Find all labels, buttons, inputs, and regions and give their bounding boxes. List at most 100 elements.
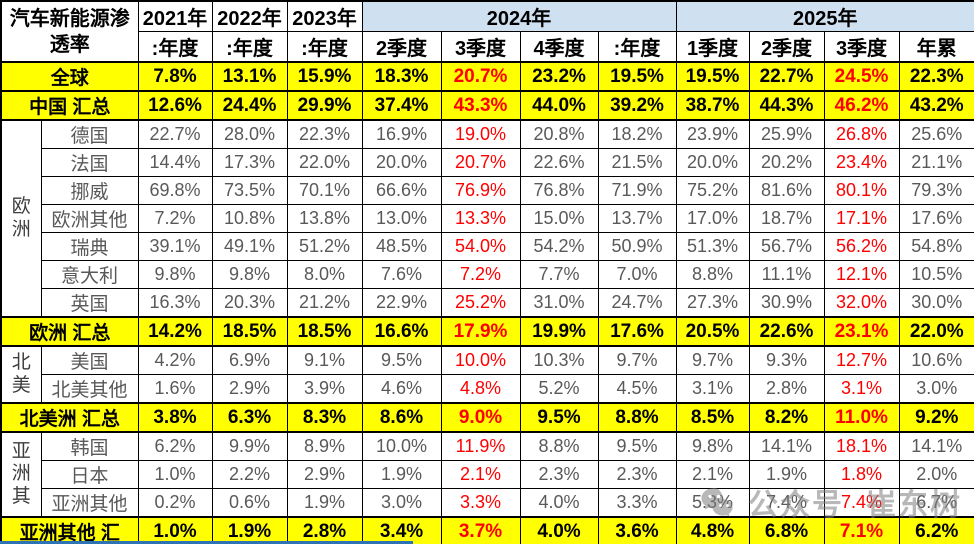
- table-title: 汽车新能源渗透率: [0, 0, 139, 63]
- value-cell: 37.4%: [361, 90, 442, 121]
- value-cell: 1.0%: [137, 460, 213, 489]
- value-cell: 10.3%: [519, 345, 599, 375]
- column-header: 年累: [898, 31, 974, 63]
- value-cell: 22.6%: [519, 148, 599, 177]
- value-cell: 4.8%: [675, 516, 750, 544]
- table-body: 全球 7.8% 13.1% 15.9% 18.3% 20.7% 23.2% 19.5% 19.5…: [0, 61, 974, 544]
- value-cell: 14.1%: [898, 431, 974, 461]
- value-cell: 66.6%: [361, 176, 442, 205]
- value-cell: 6.2%: [137, 431, 213, 461]
- value-cell: 26.8%: [823, 119, 900, 149]
- summary-row: 北美洲 汇总 3.8% 6.3% 8.3% 8.6% 9.0% 9.5% 8.8% 8.5% 8.…: [0, 402, 974, 433]
- value-cell: 17.9%: [440, 316, 521, 347]
- value-cell: 7.2%: [440, 260, 521, 289]
- value-cell: 73.5%: [211, 176, 288, 205]
- value-cell: 13.8%: [286, 204, 363, 233]
- header-row-years: 汽车新能源渗透率 2021年 2022年 2023年 2024年 2025年: [0, 0, 974, 63]
- bottom-blue-line: [0, 541, 413, 544]
- group-label: 北美: [0, 345, 42, 404]
- value-cell: 13.0%: [361, 204, 442, 233]
- value-cell: 31.0%: [519, 288, 599, 318]
- value-cell: 3.1%: [823, 374, 900, 404]
- value-cell: 24.5%: [823, 61, 900, 92]
- value-cell: 7.4%: [748, 488, 825, 518]
- column-header: 3季度: [823, 31, 900, 63]
- value-cell: 81.6%: [748, 176, 825, 205]
- value-cell: 13.3%: [440, 204, 521, 233]
- column-header: :年度: [597, 31, 677, 63]
- value-cell: 8.9%: [286, 431, 363, 461]
- value-cell: 18.7%: [748, 204, 825, 233]
- value-cell: 6.7%: [898, 488, 974, 518]
- value-cell: 19.5%: [675, 61, 750, 92]
- value-cell: 22.6%: [748, 316, 825, 347]
- value-cell: 17.6%: [898, 204, 974, 233]
- value-cell: 20.7%: [440, 61, 521, 92]
- value-cell: 12.1%: [823, 260, 900, 289]
- value-cell: 3.8%: [137, 402, 213, 433]
- value-cell: 18.1%: [823, 431, 900, 461]
- value-cell: 9.9%: [211, 431, 288, 461]
- value-cell: 4.8%: [440, 374, 521, 404]
- value-cell: 23.1%: [823, 316, 900, 347]
- value-cell: 2.9%: [211, 374, 288, 404]
- value-cell: 4.6%: [361, 374, 442, 404]
- region-label: 意大利: [40, 260, 139, 289]
- value-cell: 22.9%: [361, 288, 442, 318]
- value-cell: 2.1%: [440, 460, 521, 489]
- value-cell: 16.3%: [137, 288, 213, 318]
- value-cell: 9.1%: [286, 345, 363, 375]
- value-cell: 11.0%: [823, 402, 900, 433]
- value-cell: 3.3%: [597, 488, 677, 518]
- group-label: 欧洲: [0, 119, 42, 318]
- value-cell: 6.8%: [748, 516, 825, 544]
- value-cell: 29.9%: [286, 90, 363, 121]
- value-cell: 17.1%: [823, 204, 900, 233]
- value-cell: 1.6%: [137, 374, 213, 404]
- summary-row: 欧洲 汇总 14.2% 18.5% 18.5% 16.6% 17.9% 19.9% 17.6%…: [0, 316, 974, 347]
- summary-label: 全球: [0, 61, 139, 92]
- value-cell: 16.6%: [361, 316, 442, 347]
- table-row: 英国 16.3% 20.3% 21.2% 22.9% 25.2% 31.0% 24.7% 27.…: [1, 288, 974, 318]
- value-cell: 71.9%: [597, 176, 677, 205]
- value-cell: 9.5%: [597, 431, 677, 461]
- value-cell: 49.1%: [211, 232, 288, 261]
- value-cell: 20.3%: [211, 288, 288, 318]
- value-cell: 4.2%: [137, 345, 213, 375]
- value-cell: 22.7%: [137, 119, 213, 149]
- region-label: 法国: [40, 148, 139, 177]
- value-cell: 30.9%: [748, 288, 825, 318]
- value-cell: 11.1%: [748, 260, 825, 289]
- value-cell: 2.1%: [675, 460, 750, 489]
- value-cell: 2.3%: [519, 460, 599, 489]
- value-cell: 8.2%: [748, 402, 825, 433]
- value-cell: 7.7%: [519, 260, 599, 289]
- value-cell: 6.9%: [211, 345, 288, 375]
- table-row: 欧洲 德国 22.7% 28.0% 22.3% 16.9% 19.0% 20.8% 18.2% 2…: [0, 119, 974, 318]
- value-cell: 7.8%: [137, 61, 213, 92]
- value-cell: 8.6%: [361, 402, 442, 433]
- value-cell: 15.9%: [286, 61, 363, 92]
- summary-label: 北美洲 汇总: [0, 402, 139, 433]
- value-cell: 7.2%: [137, 204, 213, 233]
- value-cell: 6.3%: [211, 402, 288, 433]
- value-cell: 3.7%: [440, 516, 521, 544]
- value-cell: 43.3%: [440, 90, 521, 121]
- table-row: 北美 美国 4.2% 6.9% 9.1% 9.5% 10.0% 10.3% 9.7% 9.7% 9.…: [0, 345, 974, 404]
- value-cell: 19.9%: [519, 316, 599, 347]
- value-cell: 22.7%: [748, 61, 825, 92]
- column-group-header: 2025年: [675, 0, 974, 32]
- value-cell: 0.6%: [211, 488, 288, 518]
- value-cell: 4.0%: [519, 488, 599, 518]
- value-cell: 21.5%: [597, 148, 677, 177]
- value-cell: 44.0%: [519, 90, 599, 121]
- value-cell: 2.8%: [286, 516, 363, 544]
- table-row: 挪威 69.8% 73.5% 70.1% 66.6% 76.9% 76.8% 71.9% 75.…: [1, 176, 974, 205]
- value-cell: 25.9%: [748, 119, 825, 149]
- summary-label: 亚洲其他 汇: [0, 516, 139, 544]
- value-cell: 43.2%: [898, 90, 974, 121]
- region-label: 亚洲其他: [40, 488, 139, 518]
- table-row: 日本 1.0% 2.2% 2.9% 1.9% 2.1% 2.3% 2.3% 2.1% 1.9% 1.…: [1, 460, 974, 489]
